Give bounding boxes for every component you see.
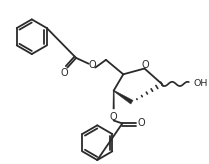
Text: O: O bbox=[138, 118, 145, 128]
Text: O: O bbox=[142, 60, 149, 70]
Text: O: O bbox=[89, 60, 96, 70]
Text: O: O bbox=[61, 68, 68, 78]
Polygon shape bbox=[113, 90, 133, 104]
Text: O: O bbox=[110, 112, 117, 122]
Text: OH: OH bbox=[194, 79, 208, 88]
Polygon shape bbox=[113, 91, 114, 109]
